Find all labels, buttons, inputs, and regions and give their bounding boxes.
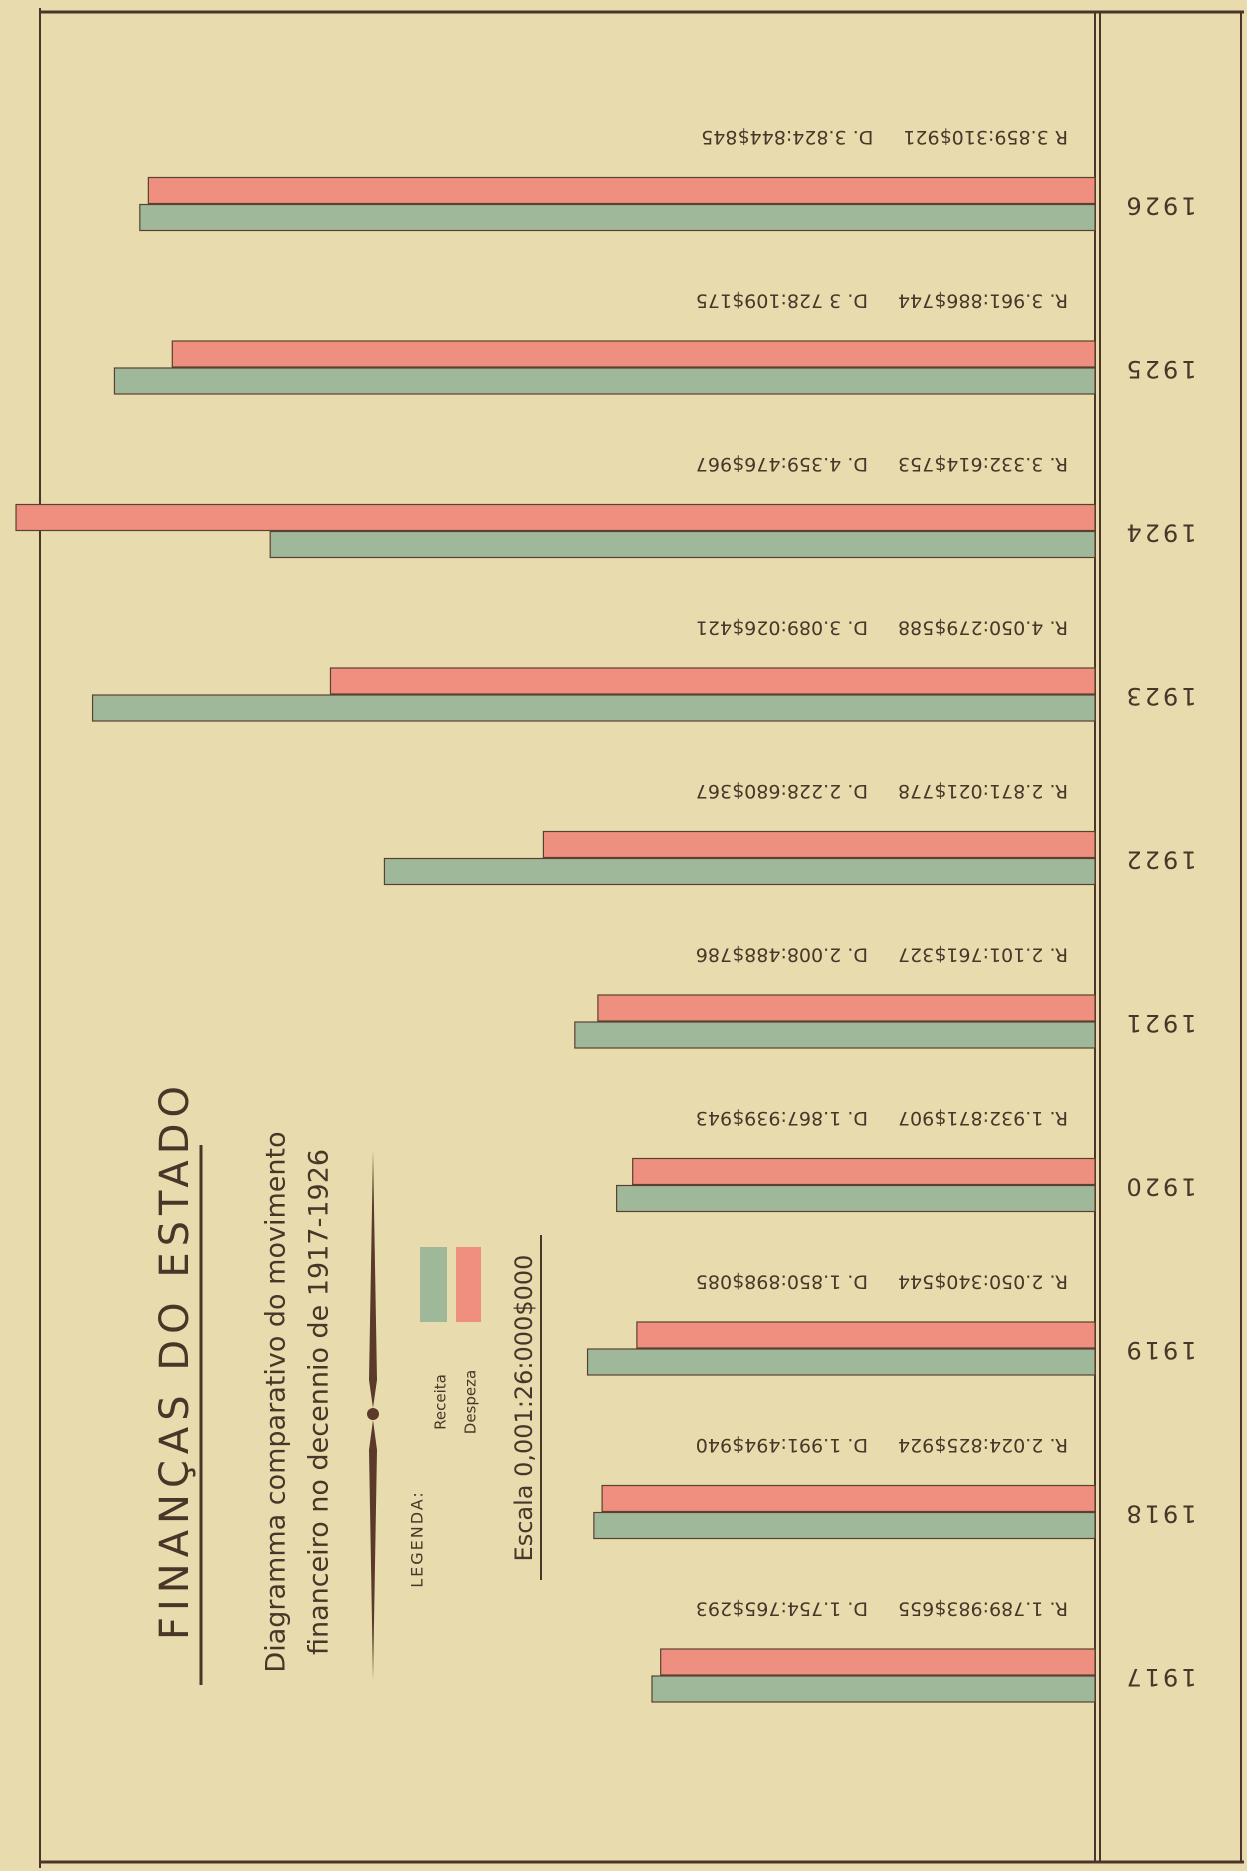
bar <box>147 176 1096 205</box>
y-tick-label: 1926 <box>1123 192 1196 220</box>
y-tick-label: 1921 <box>1123 1009 1196 1037</box>
value-label: D. 1.991:494$940 <box>696 1434 868 1456</box>
bar <box>597 994 1096 1022</box>
value-label: D. 2.008:488$786 <box>696 944 868 966</box>
bar <box>586 1348 1096 1376</box>
subtitle: Diagramma comparativo do movimento <box>261 1131 292 1672</box>
value-label: D. 3.824:844$845 <box>701 126 873 148</box>
y-tick-label: 1920 <box>1123 1173 1196 1201</box>
bar <box>651 1675 1096 1703</box>
bar <box>383 857 1096 886</box>
bar <box>15 503 1096 532</box>
bar <box>593 1511 1096 1540</box>
ornament <box>369 1150 377 1680</box>
bar <box>113 367 1096 395</box>
y-tick-label: 1917 <box>1123 1663 1196 1691</box>
chart-title: FINANÇAS DO ESTADO <box>152 1080 198 1640</box>
value-label: R. 2.024:825$924 <box>898 1434 1068 1456</box>
scale-note: Escala 0,001:26:000$000 <box>510 1255 538 1562</box>
bar <box>329 667 1096 695</box>
legend-title: LEGENDA: <box>408 1490 427 1588</box>
y-tick-label: 1925 <box>1123 355 1196 383</box>
legend-label: Despeza <box>462 1370 480 1434</box>
bar <box>636 1321 1096 1349</box>
value-label: D. 2.228:680$367 <box>696 780 868 802</box>
value-label: R. 1.789:983$655 <box>898 1598 1068 1620</box>
value-label: R. 3.961:886$744 <box>898 290 1068 312</box>
bar <box>632 1157 1096 1186</box>
frame <box>39 8 1244 1868</box>
value-label: R. 2.871:021$778 <box>898 780 1068 802</box>
legend-label: Receita <box>432 1374 450 1430</box>
value-label: R 3.859:310$921 <box>903 126 1068 148</box>
value-label: D. 3.089:026$421 <box>696 617 868 639</box>
bar <box>574 1021 1096 1049</box>
bar <box>269 530 1096 559</box>
legend-swatch <box>456 1247 481 1322</box>
bar <box>91 694 1096 722</box>
value-label: R. 2.050:340$544 <box>898 1271 1068 1293</box>
value-label: R. 3.332:614$753 <box>898 453 1068 475</box>
y-tick-label: 1919 <box>1123 1336 1196 1364</box>
value-label: R. 2.101:761$327 <box>898 944 1068 966</box>
value-label: R. 4.050:279$588 <box>898 617 1068 639</box>
value-label: D. 1.850:898$085 <box>696 1271 868 1293</box>
y-tick-label: 1918 <box>1123 1500 1196 1528</box>
value-label: R. 1.932:871$907 <box>898 1107 1068 1129</box>
y-tick-label: 1923 <box>1123 682 1196 710</box>
value-label: D. 1.867:939$943 <box>696 1107 868 1129</box>
subtitle: financeiro no decennio de 1917-1926 <box>304 1149 335 1655</box>
legend-swatch <box>420 1247 447 1322</box>
bar <box>542 830 1096 859</box>
ornament <box>367 1408 379 1420</box>
bar <box>171 340 1096 368</box>
value-label: D. 3 728:109$175 <box>696 290 868 312</box>
value-label: D. 4.359:476$967 <box>696 453 868 475</box>
y-tick-label: 1924 <box>1123 519 1196 547</box>
y-tick-label: 1922 <box>1123 846 1196 874</box>
bar <box>660 1648 1096 1676</box>
bar <box>601 1484 1096 1513</box>
bar <box>616 1184 1096 1213</box>
bar <box>139 203 1096 232</box>
value-label: D. 1.754:765$293 <box>696 1598 868 1620</box>
